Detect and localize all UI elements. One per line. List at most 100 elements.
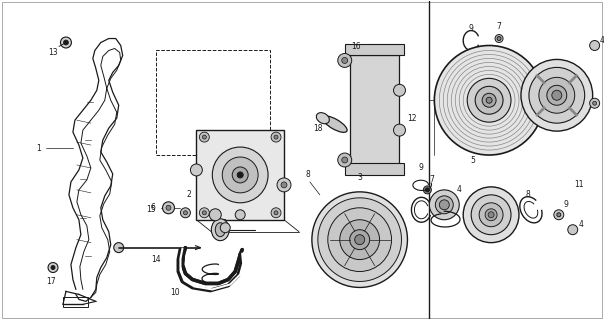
Circle shape	[342, 157, 348, 163]
Circle shape	[350, 230, 370, 250]
Text: 9: 9	[419, 164, 424, 172]
Circle shape	[590, 98, 600, 108]
Circle shape	[479, 203, 503, 227]
Ellipse shape	[215, 223, 225, 237]
Ellipse shape	[211, 219, 230, 241]
Circle shape	[435, 196, 453, 214]
Text: 13: 13	[48, 48, 58, 57]
Circle shape	[210, 209, 221, 221]
Circle shape	[463, 187, 519, 243]
Circle shape	[271, 132, 281, 142]
Circle shape	[63, 40, 68, 45]
Circle shape	[340, 220, 379, 260]
Circle shape	[202, 211, 207, 215]
Circle shape	[434, 45, 544, 155]
Circle shape	[277, 178, 291, 192]
Bar	[345, 163, 405, 175]
Text: 8: 8	[525, 190, 530, 199]
Text: 4: 4	[578, 220, 583, 229]
Circle shape	[394, 124, 405, 136]
Text: 7: 7	[429, 175, 434, 184]
Text: 15: 15	[146, 205, 156, 214]
Circle shape	[166, 205, 171, 210]
Bar	[63, 297, 88, 307]
Circle shape	[162, 202, 175, 214]
Circle shape	[222, 157, 258, 193]
Circle shape	[539, 77, 575, 113]
Circle shape	[355, 235, 365, 244]
Text: 17: 17	[46, 277, 56, 286]
Ellipse shape	[323, 116, 347, 132]
Circle shape	[552, 90, 562, 100]
Circle shape	[237, 172, 243, 178]
Circle shape	[114, 243, 124, 252]
Circle shape	[318, 198, 402, 282]
Circle shape	[358, 53, 362, 58]
Circle shape	[235, 210, 245, 220]
Circle shape	[271, 208, 281, 218]
Circle shape	[199, 132, 210, 142]
Circle shape	[342, 58, 348, 63]
Text: 4: 4	[457, 185, 461, 194]
Text: 9: 9	[469, 24, 474, 33]
Circle shape	[60, 37, 71, 48]
Circle shape	[554, 210, 564, 220]
Text: 6: 6	[150, 203, 156, 212]
Circle shape	[521, 60, 593, 131]
Circle shape	[338, 153, 352, 167]
Bar	[350, 55, 399, 165]
Text: 7: 7	[496, 22, 501, 31]
Text: 10: 10	[171, 288, 180, 297]
Circle shape	[482, 93, 496, 107]
Bar	[156, 51, 270, 155]
Circle shape	[199, 208, 210, 218]
Bar	[196, 130, 284, 220]
Circle shape	[202, 135, 207, 139]
Text: 1: 1	[37, 144, 42, 153]
Circle shape	[467, 78, 511, 122]
Bar	[345, 44, 405, 55]
Circle shape	[590, 41, 600, 51]
Circle shape	[281, 182, 287, 188]
Circle shape	[568, 225, 577, 235]
Circle shape	[394, 84, 405, 96]
Circle shape	[593, 101, 597, 105]
Circle shape	[355, 51, 365, 60]
Circle shape	[475, 86, 503, 114]
Circle shape	[497, 36, 501, 41]
Circle shape	[51, 266, 55, 269]
Circle shape	[485, 209, 497, 221]
Circle shape	[547, 85, 567, 105]
Circle shape	[429, 190, 459, 220]
Circle shape	[274, 211, 278, 215]
Circle shape	[486, 97, 492, 103]
Ellipse shape	[316, 113, 329, 124]
Circle shape	[425, 188, 429, 192]
Circle shape	[48, 262, 58, 273]
Circle shape	[557, 213, 561, 217]
Circle shape	[232, 167, 248, 183]
Text: 5: 5	[471, 156, 475, 164]
Text: 12: 12	[408, 114, 417, 123]
Circle shape	[328, 208, 391, 271]
Circle shape	[274, 135, 278, 139]
Text: 11: 11	[574, 180, 583, 189]
Circle shape	[312, 192, 408, 287]
Text: 9: 9	[564, 200, 568, 209]
Text: 3: 3	[357, 173, 362, 182]
Text: 18: 18	[313, 124, 323, 132]
Circle shape	[439, 200, 449, 210]
Text: 8: 8	[306, 171, 310, 180]
Circle shape	[213, 147, 268, 203]
Circle shape	[488, 212, 494, 218]
Text: 4: 4	[599, 36, 604, 45]
Circle shape	[181, 208, 190, 218]
Text: 16: 16	[351, 42, 361, 51]
Circle shape	[338, 53, 352, 68]
Circle shape	[529, 68, 585, 123]
Circle shape	[190, 164, 202, 176]
Circle shape	[220, 223, 230, 233]
Text: 14: 14	[151, 255, 161, 264]
Bar	[215, 219, 225, 227]
Circle shape	[471, 195, 511, 235]
